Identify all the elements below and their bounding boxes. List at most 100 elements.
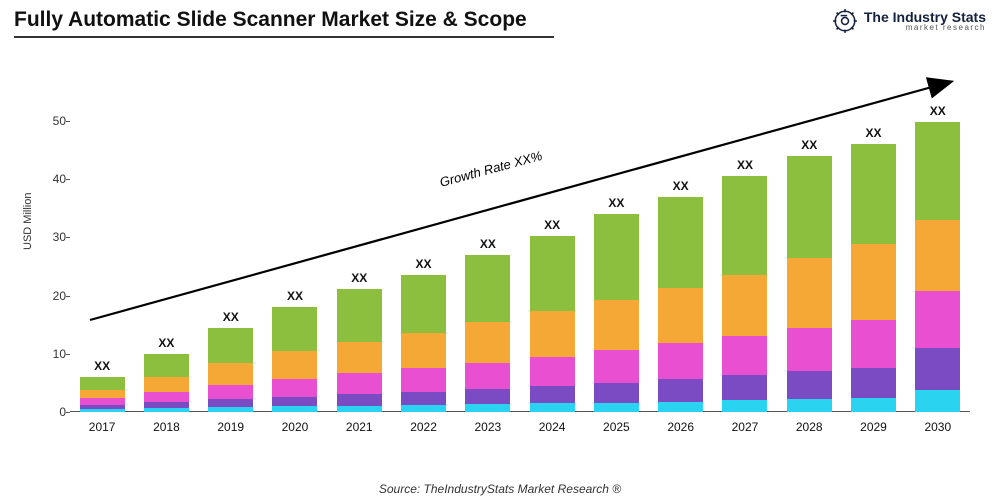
bar-slot: XX2025 <box>584 214 648 412</box>
bar-value-label: XX <box>544 218 560 232</box>
bar-segment <box>465 322 510 363</box>
bar-segment <box>465 363 510 389</box>
bar-segment <box>851 398 896 412</box>
stacked-bar <box>530 236 575 412</box>
bar-slot: XX2022 <box>391 275 455 412</box>
bar-segment <box>401 275 446 333</box>
stacked-bar <box>465 255 510 412</box>
bar-slot: XX2026 <box>649 197 713 412</box>
stacked-bar <box>787 156 832 412</box>
bar-segment <box>851 144 896 244</box>
bar-slot: XX2020 <box>263 307 327 412</box>
y-tick-label: 20 <box>46 289 66 303</box>
bar-value-label: XX <box>351 271 367 285</box>
bar-segment <box>787 156 832 258</box>
y-tick-label: 10 <box>46 347 66 361</box>
bar-value-label: XX <box>287 289 303 303</box>
bar-value-label: XX <box>480 237 496 251</box>
x-tick-label: 2030 <box>924 420 951 434</box>
bar-segment <box>80 390 125 398</box>
x-tick-label: 2021 <box>346 420 373 434</box>
bar-segment <box>465 404 510 412</box>
bar-slot: XX2021 <box>327 289 391 412</box>
title-underline <box>14 36 554 38</box>
bar-segment <box>80 398 125 405</box>
bar-value-label: XX <box>673 179 689 193</box>
x-tick-label: 2018 <box>153 420 180 434</box>
stacked-bar <box>272 307 317 412</box>
bar-segment <box>337 394 382 406</box>
bar-slot: XX2029 <box>841 144 905 412</box>
y-tick-label: 40 <box>46 172 66 186</box>
chart-title: Fully Automatic Slide Scanner Market Siz… <box>14 8 527 32</box>
bar-segment <box>722 176 767 275</box>
bar-segment <box>594 350 639 383</box>
bar-value-label: XX <box>158 336 174 350</box>
bar-segment <box>272 307 317 351</box>
stacked-bar <box>208 328 253 412</box>
bar-segment <box>915 122 960 220</box>
x-tick-label: 2023 <box>474 420 501 434</box>
y-tick-label: 0 <box>46 405 66 419</box>
bar-value-label: XX <box>930 104 946 118</box>
x-tick-label: 2020 <box>282 420 309 434</box>
bar-segment <box>722 336 767 376</box>
x-tick-label: 2019 <box>217 420 244 434</box>
bar-segment <box>530 311 575 356</box>
bar-value-label: XX <box>223 310 239 324</box>
bar-segment <box>787 328 832 372</box>
y-tick-mark <box>66 179 70 180</box>
bar-segment <box>272 397 317 406</box>
y-tick-mark <box>66 237 70 238</box>
bar-segment <box>594 300 639 350</box>
bar-segment <box>658 343 703 379</box>
bar-segment <box>208 399 253 407</box>
bar-segment <box>530 403 575 412</box>
bar-segment <box>915 348 960 390</box>
bar-segment <box>530 357 575 386</box>
bar-value-label: XX <box>94 359 110 373</box>
bar-segment <box>722 375 767 400</box>
y-tick-mark <box>66 354 70 355</box>
bar-segment <box>337 406 382 412</box>
bar-segment <box>208 385 253 400</box>
x-tick-label: 2026 <box>667 420 694 434</box>
logo-text-sub: market research <box>864 24 986 32</box>
bar-segment <box>337 373 382 394</box>
bar-segment <box>594 403 639 412</box>
bar-slot: XX2018 <box>134 354 198 412</box>
stacked-bar <box>915 122 960 412</box>
bar-segment <box>915 291 960 348</box>
bar-segment <box>144 354 189 377</box>
bar-slot: XX2028 <box>777 156 841 412</box>
x-tick-label: 2022 <box>410 420 437 434</box>
bar-segment <box>401 333 446 368</box>
bar-segment <box>272 379 317 397</box>
bar-segment <box>722 400 767 412</box>
bar-segment <box>401 405 446 412</box>
x-tick-label: 2024 <box>539 420 566 434</box>
y-tick-mark <box>66 121 70 122</box>
y-tick-mark <box>66 296 70 297</box>
source-attribution: Source: TheIndustryStats Market Research… <box>0 482 1000 496</box>
bar-value-label: XX <box>416 257 432 271</box>
bar-segment <box>80 409 125 412</box>
bar-segment <box>337 289 382 341</box>
bar-segment <box>337 342 382 373</box>
bar-segment <box>658 379 703 401</box>
bar-value-label: XX <box>801 138 817 152</box>
x-tick-label: 2025 <box>603 420 630 434</box>
bar-slot: XX2030 <box>906 122 970 412</box>
bar-segment <box>465 255 510 322</box>
x-tick-label: 2029 <box>860 420 887 434</box>
bar-slot: XX2027 <box>713 176 777 412</box>
bar-segment <box>530 386 575 403</box>
brand-logo: The Industry Stats market research <box>832 8 986 34</box>
bar-slot: XX2024 <box>520 236 584 412</box>
bar-segment <box>272 351 317 379</box>
bar-segment <box>915 390 960 412</box>
bar-segment <box>787 371 832 399</box>
bar-segment <box>851 320 896 368</box>
x-tick-label: 2027 <box>732 420 759 434</box>
bar-segment <box>851 244 896 320</box>
